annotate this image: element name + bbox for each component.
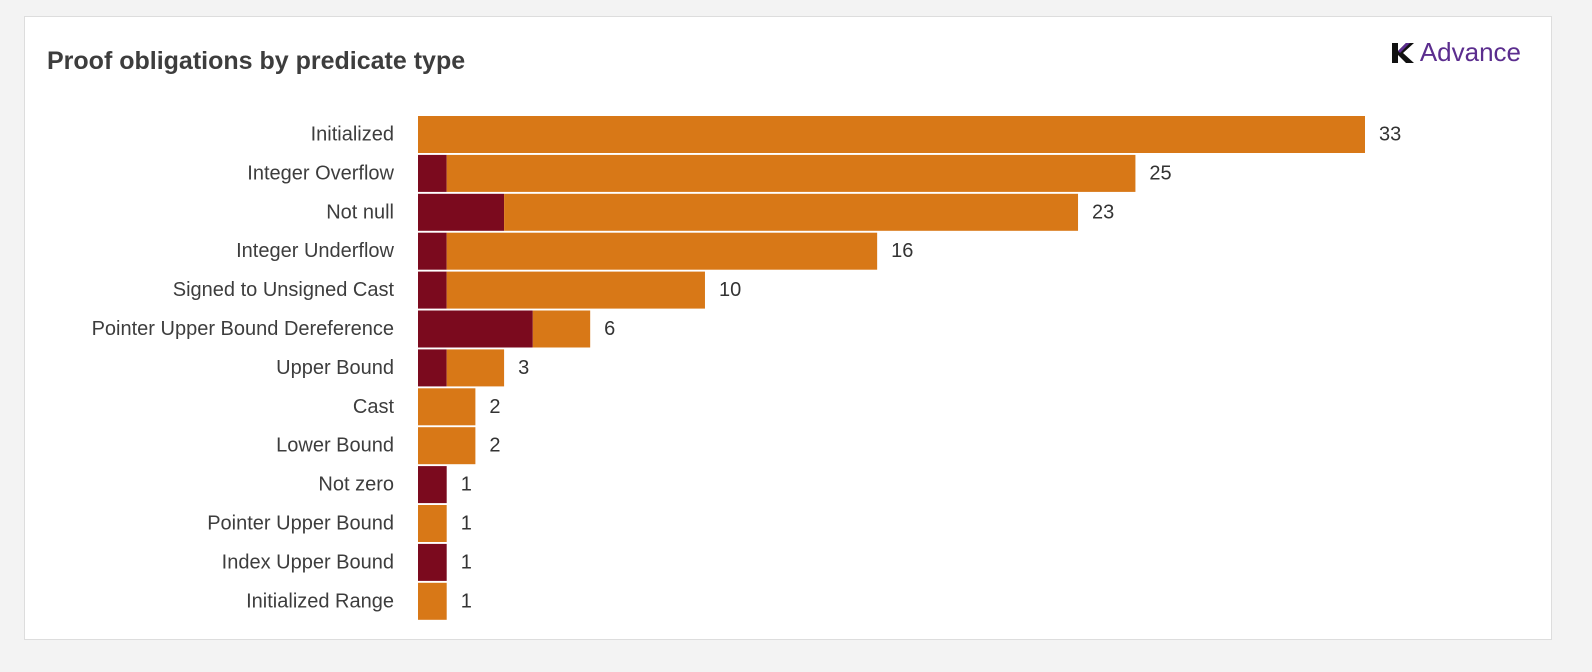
value-label-initialized: 33 — [1379, 124, 1401, 146]
bar-dark-index-upper-bound[interactable] — [418, 543, 447, 581]
value-label-index-upper-bound: 1 — [461, 551, 472, 573]
bar-orange-upper-bound[interactable] — [446, 349, 505, 387]
value-label-lower-bound: 2 — [489, 435, 500, 457]
bar-orange-lower-bound[interactable] — [418, 427, 476, 465]
bar-orange-initialized-range[interactable] — [418, 582, 447, 620]
bar-dark-signed-to-unsigned-cast[interactable] — [418, 271, 447, 309]
category-label-pointer-upper-bound: Pointer Upper Bound — [207, 513, 394, 535]
bar-orange-integer-overflow[interactable] — [446, 154, 1136, 192]
category-label-not-null: Not null — [326, 201, 394, 223]
category-label-integer-overflow: Integer Overflow — [247, 162, 394, 184]
value-label-upper-bound: 3 — [518, 357, 529, 379]
value-label-cast: 2 — [489, 396, 500, 418]
bar-orange-pointer-upper-bound-dereference[interactable] — [532, 310, 591, 348]
value-label-not-zero: 1 — [461, 474, 472, 496]
bar-orange-initialized[interactable] — [418, 116, 1365, 153]
category-label-index-upper-bound: Index Upper Bound — [222, 551, 394, 573]
bar-orange-integer-underflow[interactable] — [446, 232, 878, 270]
bar-orange-pointer-upper-bound[interactable] — [418, 505, 447, 542]
brand-logo[interactable]: Advance — [1390, 37, 1521, 68]
bar-dark-integer-underflow[interactable] — [418, 232, 447, 270]
k-logo-icon — [1391, 42, 1414, 63]
value-label-integer-overflow: 25 — [1149, 162, 1171, 184]
category-label-not-zero: Not zero — [318, 474, 394, 496]
bar-dark-upper-bound[interactable] — [418, 349, 447, 387]
value-label-initialized-range: 1 — [461, 590, 472, 612]
category-label-initialized: Initialized — [311, 124, 394, 146]
value-label-signed-to-unsigned-cast: 10 — [719, 279, 741, 301]
brand-name: Advance — [1419, 37, 1521, 67]
bar-chart: Initialized 33 Integer Overflow 25 Not null 2… — [92, 116, 1401, 620]
bar-dark-not-null[interactable] — [418, 193, 505, 231]
category-label-signed-to-unsigned-cast: Signed to Unsigned Cast — [173, 279, 395, 301]
category-label-lower-bound: Lower Bound — [276, 435, 394, 457]
category-label-initialized-range: Initialized Range — [246, 590, 394, 612]
bar-dark-not-zero[interactable] — [418, 466, 447, 504]
value-label-pointer-upper-bound: 1 — [461, 513, 472, 535]
bar-orange-cast[interactable] — [418, 388, 476, 426]
chart-title: Proof obligations by predicate type — [47, 47, 466, 75]
category-label-integer-underflow: Integer Underflow — [236, 240, 394, 262]
bar-orange-not-null[interactable] — [504, 193, 1079, 231]
category-label-pointer-upper-bound-dereference: Pointer Upper Bound Dereference — [92, 318, 394, 340]
value-label-not-null: 23 — [1092, 201, 1114, 223]
chart-card: Proof obligations by predicate type Adva… — [24, 16, 1552, 640]
bar-dark-integer-overflow[interactable] — [418, 154, 447, 192]
category-label-upper-bound: Upper Bound — [276, 357, 394, 379]
category-label-cast: Cast — [353, 396, 395, 418]
bar-dark-pointer-upper-bound-dereference[interactable] — [418, 310, 533, 348]
bar-orange-signed-to-unsigned-cast[interactable] — [446, 271, 705, 309]
value-label-integer-underflow: 16 — [891, 240, 913, 262]
value-label-pointer-upper-bound-dereference: 6 — [604, 318, 615, 340]
